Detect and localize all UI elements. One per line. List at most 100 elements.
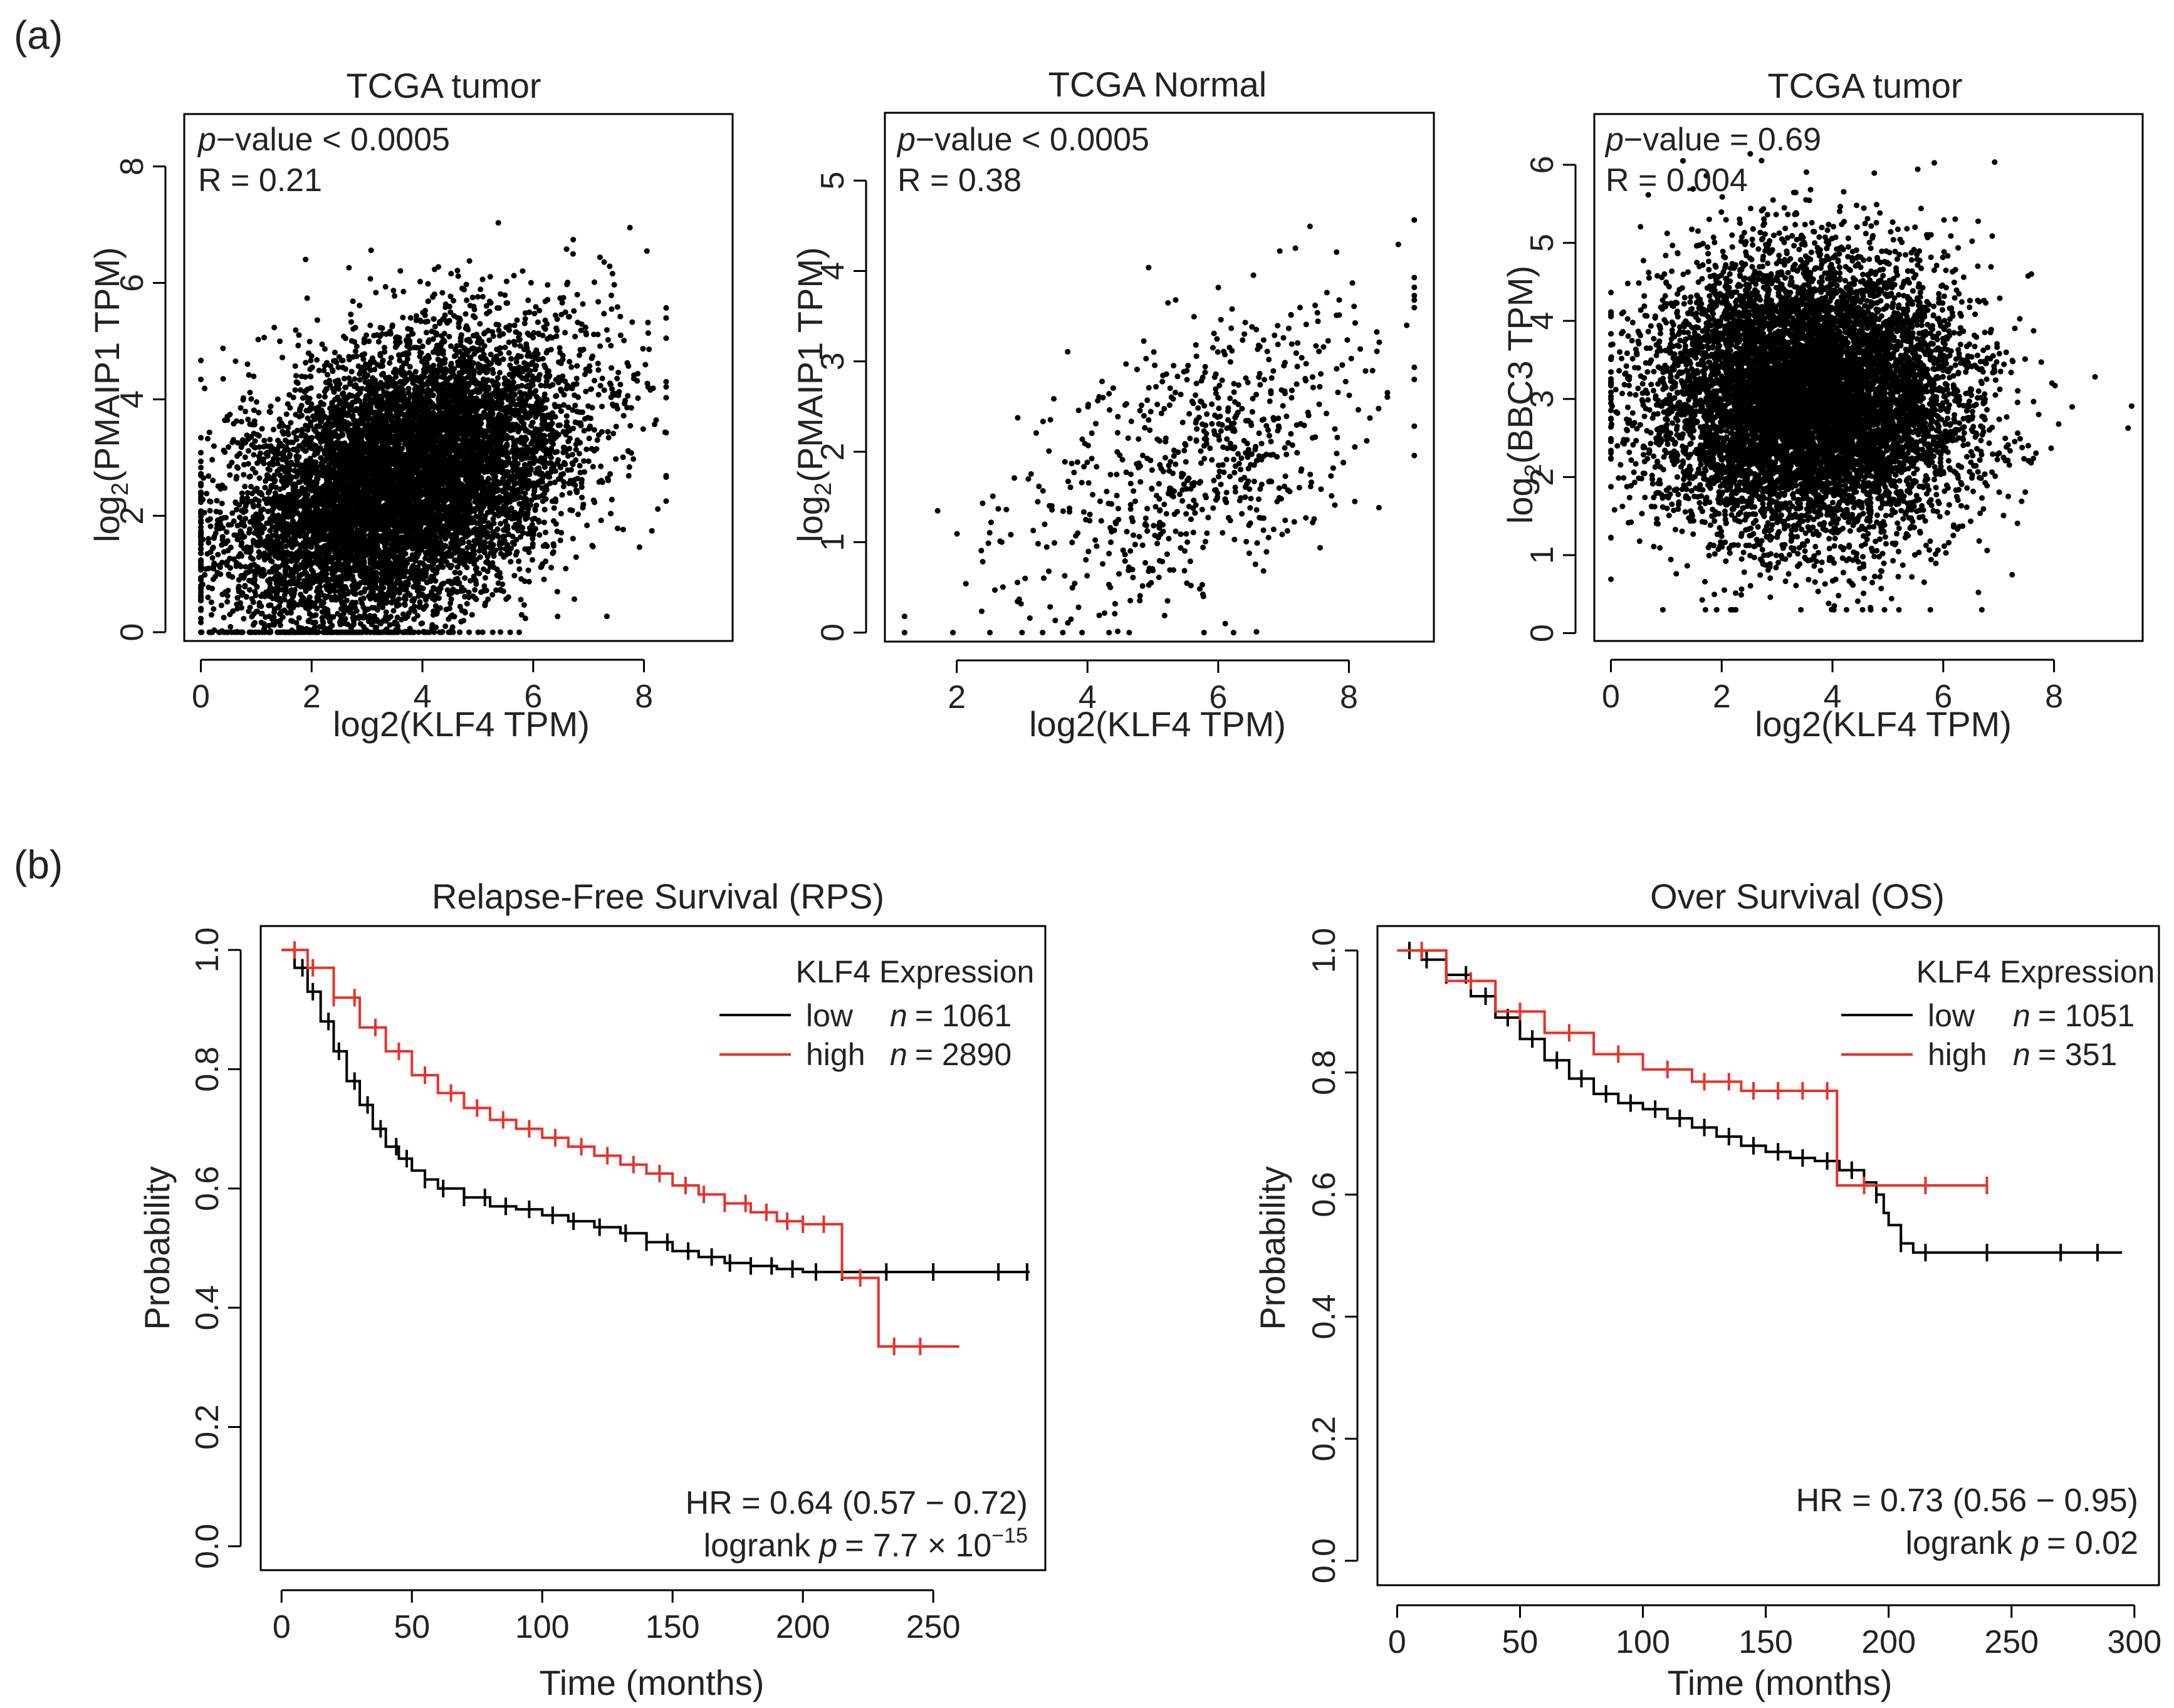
x-tick-label: 0 — [1602, 679, 1620, 715]
x-tick-label: 4 — [1824, 679, 1842, 715]
pvalue-text: −value < 0.0005 — [916, 122, 1149, 158]
chart-title: TCGA Normal — [1048, 65, 1267, 104]
y-tick-label: 3 — [815, 352, 851, 370]
n-value: = 1061 — [915, 998, 1011, 1033]
panel-label-b: (b) — [14, 842, 63, 887]
y-tick-label: 0.4 — [1306, 1294, 1342, 1339]
n-value: = 1051 — [2038, 998, 2135, 1033]
x-tick-label: 50 — [1502, 1624, 1539, 1660]
logrank-exponent: −15 — [991, 1524, 1028, 1548]
y-axis-ticks: 0 1 2 3 4 5 6 — [1524, 156, 1577, 642]
y-tick-label: 6 — [114, 274, 150, 292]
x-tick-label: 200 — [776, 1609, 830, 1645]
y-tick-label: 1 — [815, 533, 851, 551]
y-tick-label: 0.8 — [1306, 1050, 1342, 1095]
x-tick-label: 8 — [635, 679, 653, 715]
y-tick-label: 0.0 — [1306, 1538, 1342, 1583]
logrank-word: logrank — [704, 1528, 812, 1564]
y-tick-label: 5 — [1524, 234, 1560, 252]
legend-high-label: high — [806, 1037, 865, 1072]
survival-line-low — [1397, 949, 2123, 1254]
pvalue-symbol: p — [896, 122, 916, 158]
plot-frame — [183, 113, 734, 642]
censor-marks-high — [293, 941, 922, 1356]
r-annotation: R = 0.38 — [897, 162, 1022, 199]
x-tick-label: 150 — [645, 1609, 700, 1645]
x-tick-label: 6 — [1209, 679, 1227, 716]
x-axis-ticks: 0 2 4 6 8 — [192, 659, 653, 715]
survival-chart-rfs: Relapse-Free Survival (RPS) 0 50 100 150 200… — [137, 877, 1047, 1702]
hr-annotation: HR = 0.64 (0.57 − 0.72) — [686, 1485, 1028, 1521]
scatter-dots — [198, 220, 669, 635]
legend-low-label: low — [1928, 998, 1975, 1033]
y-tick-label: 2 — [114, 507, 150, 525]
panel-label-a: (a) — [14, 13, 63, 58]
x-axis-label: Time (months) — [1668, 1663, 1893, 1702]
y-label-log: log — [790, 496, 830, 543]
y-label-sub: 2 — [810, 482, 837, 496]
x-tick-label: 200 — [1861, 1624, 1916, 1660]
y-tick-label: 0 — [1524, 624, 1560, 642]
chart-title: Over Survival (OS) — [1650, 877, 1945, 916]
plot-frame — [259, 925, 1047, 1571]
survival-curves — [1397, 941, 2123, 1262]
survival-line-high — [281, 949, 959, 1348]
y-tick-label: 3 — [1524, 390, 1560, 408]
scatter-points — [901, 217, 1418, 636]
pvalue-annotation: p−value < 0.0005 — [197, 122, 450, 158]
logrank-value: = 0.02 — [2047, 1525, 2138, 1561]
y-tick-label: 1.0 — [1306, 928, 1342, 973]
n-symbol: n — [2013, 998, 2030, 1033]
x-tick-label: 0 — [1388, 1624, 1406, 1660]
x-tick-label: 4 — [414, 679, 432, 715]
y-label-sub: 2 — [107, 482, 133, 496]
y-axis-label: log2(PMAIP1 TPM) — [87, 247, 133, 542]
x-tick-label: 6 — [1934, 679, 1952, 715]
x-tick-label: 2 — [303, 679, 321, 715]
y-label-gene: (BBC3 TPM) — [1500, 266, 1540, 464]
x-axis-label: log2(KLF4 TPM) — [1029, 704, 1286, 744]
logrank-p-symbol: p — [818, 1528, 837, 1564]
pvalue-annotation: p−value < 0.0005 — [896, 122, 1149, 158]
legend-title: KLF4 Expression — [796, 954, 1035, 989]
y-tick-label: 8 — [114, 157, 150, 175]
survival-line-high — [1397, 949, 1987, 1187]
y-tick-label: 4 — [114, 390, 150, 409]
hr-annotation: HR = 0.73 (0.56 − 0.95) — [1796, 1482, 2138, 1519]
pvalue-symbol: p — [197, 122, 216, 158]
legend-low-n: n = 1051 — [2013, 998, 2135, 1033]
n-value: = 2890 — [915, 1037, 1011, 1072]
y-tick-label: 0.2 — [1306, 1416, 1342, 1461]
pvalue-symbol: p — [1604, 122, 1624, 158]
y-label-log: log — [1500, 477, 1540, 524]
y-label-gene: (PMAIP1 TPM) — [790, 247, 830, 482]
legend-high-n: n = 351 — [2013, 1037, 2117, 1072]
x-tick-label: 250 — [1984, 1624, 2039, 1660]
r-annotation: R = 0.21 — [198, 162, 322, 199]
y-axis-label: log2(PMAIP1 TPM) — [790, 247, 837, 542]
x-axis-label: log2(KLF4 TPM) — [1755, 704, 2012, 744]
y-tick-label: 0.8 — [189, 1046, 226, 1091]
x-tick-label: 2 — [1713, 679, 1731, 715]
y-label-gene: (PMAIP1 TPM) — [87, 247, 127, 482]
legend-title: KLF4 Expression — [1916, 954, 2155, 989]
censor-marks-low — [301, 959, 1028, 1281]
x-tick-label: 250 — [906, 1609, 961, 1645]
chart-title: Relapse-Free Survival (RPS) — [432, 877, 884, 916]
y-tick-label: 0.0 — [189, 1524, 226, 1569]
x-tick-label: 150 — [1738, 1624, 1793, 1660]
scatter-dots — [901, 217, 1418, 636]
censor-marks-low — [1408, 941, 2099, 1262]
x-tick-label: 0 — [273, 1609, 291, 1645]
survival-chart-os: Over Survival (OS) 0 50 100 150 200 250 300 0.… — [1253, 877, 2161, 1702]
legend-low-label: low — [806, 998, 854, 1033]
plot-frame — [1376, 925, 2160, 1586]
n-symbol: n — [2013, 1037, 2030, 1072]
r-annotation: R = 0.004 — [1606, 162, 1748, 199]
x-tick-label: 100 — [515, 1609, 570, 1645]
y-tick-label: 0.2 — [189, 1404, 226, 1449]
legend-high-label: high — [1928, 1037, 1987, 1072]
x-axis-ticks: 0 50 100 150 200 250 — [273, 1589, 961, 1645]
